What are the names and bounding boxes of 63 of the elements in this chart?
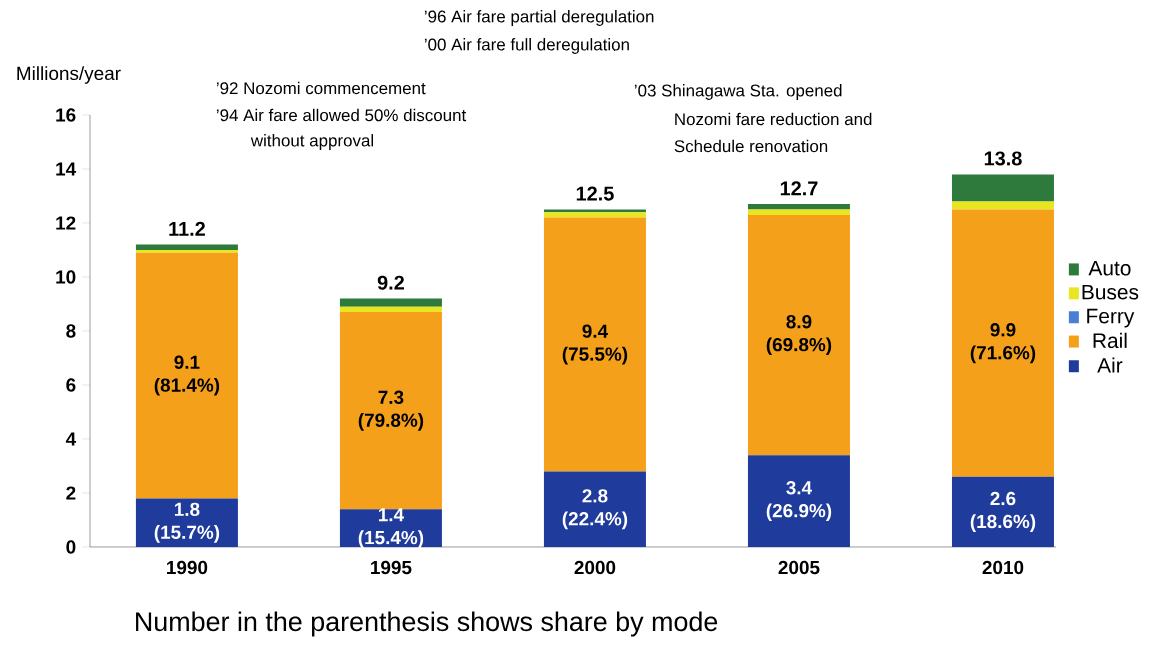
data-label: 8.9 (69.8%)	[766, 315, 832, 356]
data-label: 3.4 (26.9%)	[766, 481, 832, 522]
data-label: 1.8 (15.7%)	[154, 502, 220, 543]
bar	[339, 298, 442, 307]
bar	[951, 201, 1054, 210]
bar	[339, 312, 442, 510]
total-label: 11.2	[169, 221, 205, 236]
x-tick-label: 2010	[982, 560, 1024, 575]
bar	[135, 244, 238, 250]
total-label: 12.5	[576, 186, 614, 201]
y-tick-label: 6	[66, 378, 76, 392]
text: ’96 Air fare partial deregulation	[424, 10, 654, 26]
y-tick-label: 0	[66, 540, 76, 554]
bar	[543, 212, 646, 218]
x-tick-label: 2000	[574, 560, 616, 575]
text: ’00 Air fare full deregulation	[424, 38, 629, 54]
x-tick-label: 1990	[167, 560, 208, 575]
bar	[951, 476, 1054, 547]
legend-label: Rail	[1093, 332, 1127, 349]
y-tick-label: 8	[66, 324, 76, 338]
bar	[747, 214, 850, 456]
bar	[543, 471, 646, 547]
annotation: Schedule renovation	[674, 139, 828, 153]
bar	[747, 204, 850, 210]
total-label: 12.7	[780, 181, 818, 196]
legend-label: Auto	[1088, 260, 1131, 276]
y-tick-label: 4	[65, 432, 77, 446]
data-label: 9.4 (75.5%)	[562, 324, 628, 365]
bar	[951, 174, 1054, 202]
annotation: without approval	[250, 134, 374, 150]
bar	[339, 306, 442, 313]
x-tick-label: 1995	[371, 560, 412, 575]
bar	[135, 249, 238, 253]
text: ’03 Shinagawa Sta. opened	[634, 84, 842, 100]
y-tick-label: 10	[56, 270, 76, 284]
annotation: ’94 Air fare allowed 50% discount	[216, 108, 467, 122]
y-axis-title: Millions/year	[17, 66, 121, 84]
bar	[135, 252, 238, 499]
y-tick-label: 2	[66, 486, 76, 500]
data-label: 9.1 (81.4%)	[154, 355, 220, 396]
data-label: 2.8 (22.4%)	[562, 489, 628, 530]
bar	[543, 217, 646, 472]
y-tick-label: 14	[56, 162, 77, 176]
data-label: 9.9 (71.6%)	[970, 323, 1036, 364]
legend-label: Air	[1097, 357, 1123, 373]
legend-label: Buses	[1082, 284, 1139, 300]
text: Number in the parenthesis shows share by mode	[136, 611, 718, 637]
bar	[543, 209, 646, 213]
bar	[747, 209, 850, 215]
text: ’92 Nozomi commencement	[216, 81, 426, 95]
data-label: 1.4 (15.4%)	[358, 508, 424, 549]
bar	[135, 498, 238, 547]
legend-label: Ferry	[1087, 308, 1135, 328]
bar	[747, 455, 850, 547]
bar	[951, 209, 1054, 477]
y-tick-label: 12	[56, 216, 76, 230]
data-label: 2.6 (18.6%)	[970, 491, 1036, 532]
total-label: 13.8	[984, 151, 1022, 166]
data-label: 7.3 (79.8%)	[358, 390, 424, 431]
total-label: 9.2	[377, 275, 404, 290]
annotation: Nozomi fare reduction and	[675, 112, 872, 126]
x-tick-label: 2005	[778, 560, 820, 575]
y-tick-label: 16	[56, 108, 76, 122]
